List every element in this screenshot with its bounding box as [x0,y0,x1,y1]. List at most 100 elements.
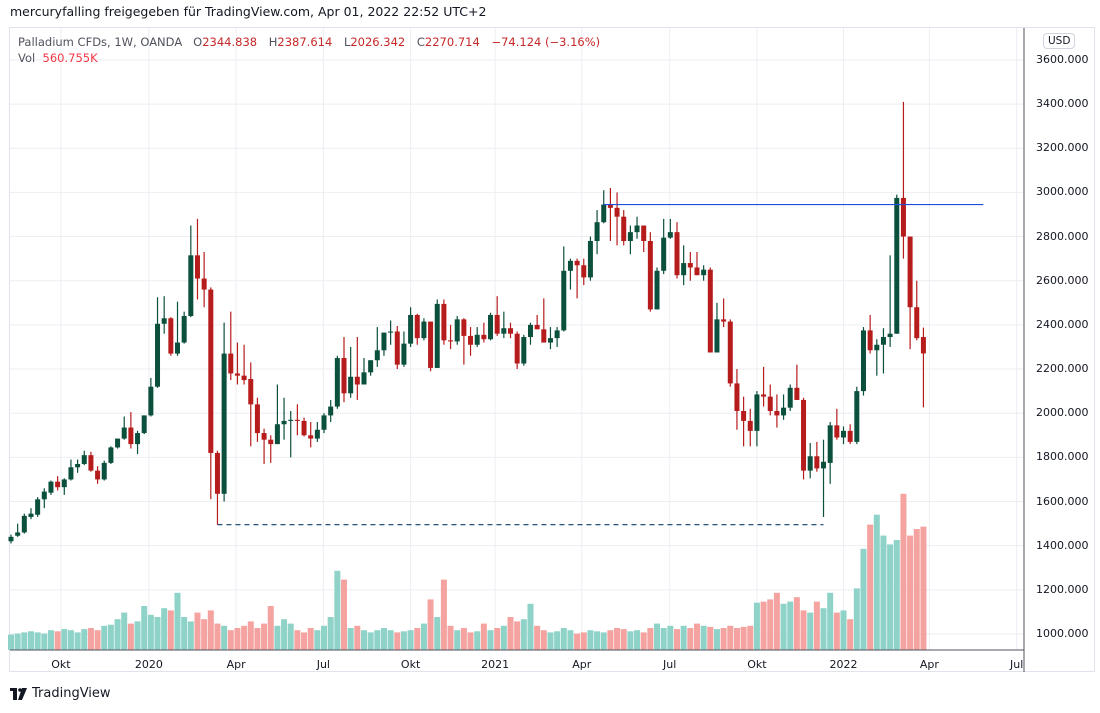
candle-body [914,307,920,339]
volume-bar [161,608,168,650]
tradingview-logo[interactable]: TradingView [10,686,111,701]
volume-bar [820,608,827,650]
volume-bar [214,623,221,650]
candle-body [627,232,633,241]
candle-body [181,316,187,343]
volume-bar [880,535,887,650]
volume-bar [680,625,687,650]
candle-body [468,335,474,345]
volume-bar [780,603,787,650]
volume-bar [327,617,334,650]
tradingview-brand: TradingView [32,686,111,701]
candle-body [128,427,134,445]
volume-bar [600,632,607,650]
candle-body [767,396,773,411]
annotations [217,203,984,526]
volume-bar [341,579,347,650]
volume-bar [41,633,48,650]
candle-body [268,439,274,445]
volume-bar [301,632,308,650]
volume-bar [700,625,707,650]
candle-body [867,330,873,351]
candle-body [541,329,547,343]
volume-bar [540,630,547,650]
candle-body [474,334,480,345]
vol-label: Vol [18,51,36,65]
time-tick-label: 2022 [829,658,858,671]
volume-bar [467,632,474,650]
volume-bar [787,601,794,650]
candle-body [894,197,900,334]
open-value: 2344.838 [202,35,258,49]
candle-body [281,420,287,425]
candle-body [168,318,174,354]
volume-bar [574,633,581,650]
candle-body [727,321,733,384]
candle-body [108,447,114,463]
high-value: 2387.614 [277,35,333,49]
volume-bar [720,628,727,650]
volume-bar [174,592,181,650]
volume-bar [234,628,241,650]
volume-bar [887,544,894,650]
volume-bar [713,629,720,650]
volume-bar [840,610,847,650]
volume-bar [374,630,381,650]
candle-body [68,467,74,480]
candle-body [334,358,340,407]
candle-body [834,425,840,438]
volume-bar [141,606,148,650]
volume-bar [8,634,14,650]
candle-body [374,350,380,361]
time-tick-label: Okt [400,658,421,671]
candle-body [907,236,913,308]
volume-bar [773,592,780,650]
price-tick-label: 2200.000 [1036,362,1089,376]
candle-body [115,438,121,448]
price-tick-label: 1200.000 [1036,582,1089,596]
candle-body [900,197,906,237]
volume-bar [567,630,574,650]
volume-bar [187,621,194,650]
candle-body [501,328,507,334]
volume-bar [74,632,81,650]
candle-body [288,419,294,421]
candle-body [714,319,720,353]
candle-body [787,387,793,408]
candle-body [101,462,107,480]
volume-bar [873,514,880,650]
time-tick-label: Okt [51,658,71,671]
volume-bar [440,579,447,650]
candle-body [701,269,707,276]
candle-body [8,536,14,542]
candle-body [461,319,467,336]
volume-bar [793,597,800,650]
candle-body [228,353,234,374]
candles [8,101,926,544]
candle-body [860,330,866,392]
candle-body [594,222,600,241]
candle-body [421,321,427,339]
candle-body [381,332,387,351]
attribution-header: mercuryfalling freigegeben für TradingVi… [10,4,487,19]
candle-body [194,255,200,279]
candle-body [221,353,227,494]
candle-body [15,532,21,536]
volume-bar [134,621,141,650]
currency-button[interactable]: USD [1043,33,1076,49]
high-label: H [268,35,278,49]
volume-bar [334,570,341,650]
tradingview-logo-icon [10,687,27,700]
volume-bar [907,535,914,650]
change-value: −74.124 (−3.16%) [491,35,601,49]
candle-body [481,334,487,340]
candle-body [707,269,713,353]
volume-bar [367,632,374,650]
symbol-label[interactable]: Palladium CFDs, 1W, OANDA [18,35,183,49]
candle-body [521,337,527,364]
volume-bar [760,601,767,650]
price-tick-label: 3600.000 [1036,52,1089,66]
volume-bar [500,625,507,650]
volume-bar [147,614,154,650]
